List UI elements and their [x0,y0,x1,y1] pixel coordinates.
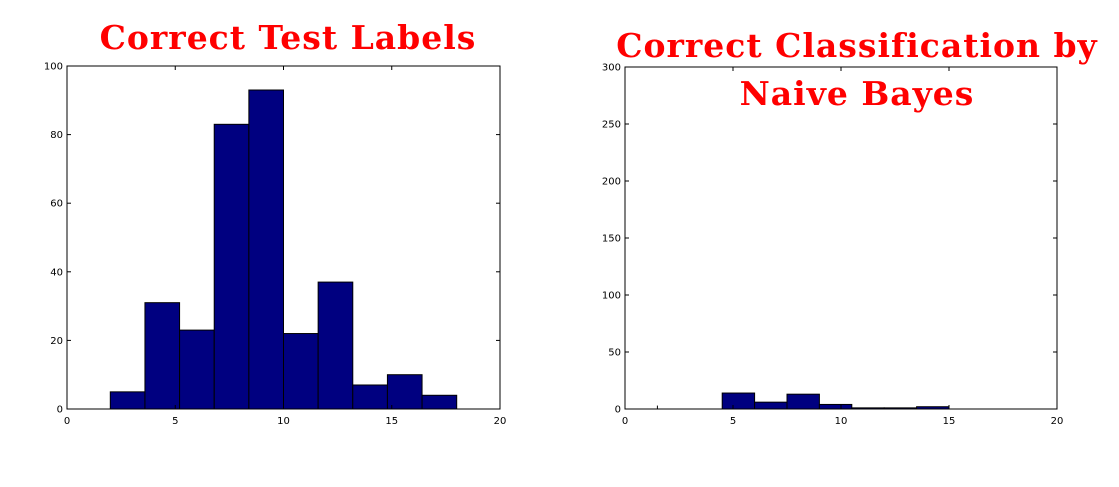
chart-correct-test-labels: Correct Test Labels 0 5 10 15 20 0 20 40 60 80 100 [44,18,506,427]
chart-title-line-1: Correct Classification by [616,26,1097,65]
x-tick-label: 20 [1051,416,1064,427]
x-tick-label: 5 [172,416,178,427]
bar [754,401,788,410]
x-tick-label: 0 [64,416,70,427]
bar [283,333,319,410]
bar [721,392,756,410]
y-tick-label: 150 [602,234,621,245]
chart-title: Correct Test Labels [100,18,477,57]
y-tick-label: 50 [608,348,621,359]
x-tick-label: 5 [730,416,736,427]
y-tick-label: 40 [50,267,63,278]
y-tick-label: 80 [50,130,63,141]
bar [386,374,423,410]
bar [179,329,215,410]
x-tick-label: 20 [494,416,507,427]
x-tick-label: 0 [622,416,628,427]
y-tick-label: 20 [50,336,63,347]
x-tick-label: 10 [835,416,848,427]
bar [317,281,354,410]
bar [248,89,284,410]
y-tick-label: 60 [50,199,63,210]
y-tick-label: 100 [44,62,63,73]
chart-title-line-2: Naive Bayes [740,74,975,113]
bar [213,123,250,410]
bar [421,394,458,410]
x-tick-label: 15 [385,416,398,427]
bar [144,302,181,410]
y-tick-label: 250 [602,120,621,131]
bar [818,403,853,410]
y-tick-label: 0 [57,405,63,416]
chart-correct-classification-naive-bayes: Correct Classification by Naive Bayes 0 5… [602,26,1097,427]
y-tick-label: 100 [602,291,621,302]
x-tick-label: 10 [277,416,290,427]
axes-frame [624,66,1058,410]
bar [352,384,388,410]
bar [786,393,820,410]
y-tick-label: 0 [615,405,621,416]
x-tick-label: 15 [943,416,956,427]
y-tick-label: 200 [602,177,621,188]
y-tick-label: 300 [602,63,621,74]
bar [109,391,146,410]
